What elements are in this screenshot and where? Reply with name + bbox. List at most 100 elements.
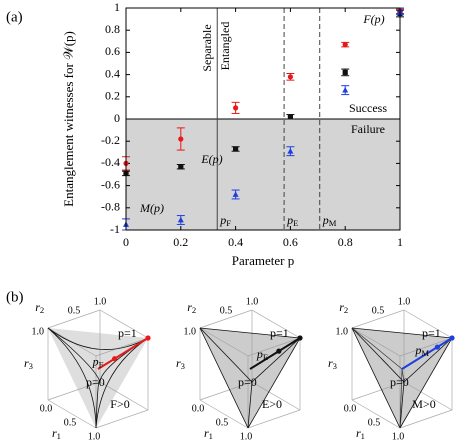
axis-tick-label: 0.0	[40, 403, 53, 414]
threshold-point-label: pE	[256, 347, 268, 362]
inner-edge	[399, 368, 403, 429]
y-tick-label: 0.8	[105, 22, 120, 36]
endpoint-dot	[145, 335, 151, 341]
axis-tick-label: 1.0	[392, 431, 405, 442]
tetrahedron-edge	[247, 381, 253, 429]
tetrahedron-edge	[351, 327, 401, 429]
tetrahedron-edge	[199, 327, 301, 339]
axis-tick-label: 0.5	[68, 305, 81, 316]
tetrahedron-edge	[47, 327, 149, 350]
cube-edge	[247, 409, 301, 429]
region-label: Separable	[200, 24, 214, 71]
x-axis-label: Parameter p	[232, 253, 294, 268]
tetrahedron-edge	[399, 337, 453, 429]
cube-edge	[47, 399, 97, 429]
failure-region	[126, 119, 400, 230]
cube-edge	[199, 327, 249, 357]
threshold-label: pE	[286, 213, 298, 228]
data-point	[233, 146, 239, 152]
tetrahedron-face	[48, 328, 148, 382]
axis-tick-label: 1.0	[184, 326, 197, 337]
data-point	[342, 69, 348, 75]
tetrahedron-face	[48, 328, 100, 428]
axis-label: r1	[356, 426, 365, 441]
tetrahedron-edge	[403, 337, 453, 383]
panel-label: (b)	[6, 289, 24, 305]
tetrahedron-edge	[199, 327, 249, 429]
condition-label: F>0	[110, 397, 129, 411]
endpoint-label: p=0	[86, 375, 105, 389]
x-tick-label: 0.2	[173, 235, 188, 249]
tetrahedron-edge	[399, 381, 405, 429]
axis-tick-label: 0.5	[220, 305, 233, 316]
axis-tick-label: 1.0	[336, 326, 349, 337]
endpoint-label: p=1	[118, 326, 137, 340]
y-tick-label: -0.8	[101, 200, 120, 214]
axis-tick-label: 0.5	[216, 417, 229, 428]
endpoint-label: p=0	[238, 375, 257, 389]
tetrahedron-face	[200, 328, 300, 382]
condition-label: E>0	[262, 397, 282, 411]
y-tick-label: 1	[114, 0, 120, 14]
cube-edge	[95, 409, 149, 429]
endpoint-dot	[297, 335, 303, 341]
tetrahedron-diagram: pM p=0 p=1 M>0 r3 1.0 0.0 0.5 0.5 1.0 1.0 r1 r2	[328, 296, 455, 442]
data-point	[232, 191, 239, 197]
data-point	[287, 147, 294, 154]
axis-label: r3	[328, 356, 337, 371]
y-tick-label: -0.2	[101, 133, 120, 147]
y-tick-label: -0.6	[101, 177, 120, 191]
threshold-label: pF	[219, 213, 231, 228]
data-point	[342, 86, 349, 93]
y-tick-label: 0.6	[105, 44, 120, 58]
y-axis-label: Entanglement witnesses for 𝒲(p)	[61, 31, 76, 207]
threshold-point-label: pF	[92, 354, 104, 369]
x-tick-label: 1	[397, 235, 403, 249]
data-point	[342, 42, 348, 48]
y-tick-label: -0.4	[101, 155, 120, 169]
data-point	[177, 216, 184, 223]
y-tick-label: -1	[110, 222, 120, 236]
cube-edge	[351, 399, 401, 429]
y-tick-label: 0	[114, 111, 120, 125]
axis-label: r2	[339, 300, 348, 315]
axis-label: r1	[204, 426, 213, 441]
threshold-point	[276, 348, 282, 354]
inner-edge	[351, 327, 403, 370]
tetrahedron-edge	[47, 327, 97, 429]
tetrahedron-face	[352, 328, 452, 382]
cube-edge	[95, 337, 149, 357]
axis-tick-label: 1.0	[246, 296, 259, 307]
cube-edge	[403, 309, 453, 339]
cube-edge	[99, 309, 149, 339]
cube-edge	[399, 337, 453, 357]
success-label: Success	[349, 101, 387, 115]
axis-label: r1	[52, 426, 61, 441]
threshold-point-label: pM	[414, 343, 429, 358]
region-label: Entangled	[218, 22, 232, 71]
cube-edge	[351, 381, 405, 401]
endpoint-dot	[449, 335, 455, 341]
parameter-path	[97, 337, 149, 370]
x-tick-label: 0.6	[283, 235, 298, 249]
tetrahedron-edge	[47, 327, 101, 383]
threshold-label: pM	[322, 213, 337, 228]
cube-edge	[47, 309, 101, 329]
axis-tick-label: 1.0	[94, 296, 107, 307]
axis-label: r2	[187, 300, 196, 315]
x-tick-label: 0.8	[338, 235, 353, 249]
y-tick-label: 0.4	[105, 66, 120, 80]
plot-frame	[125, 7, 401, 231]
cube-edge	[403, 381, 453, 411]
data-point	[287, 114, 293, 120]
x-tick-label: 0.4	[228, 235, 243, 249]
axis-tick-label: 1.0	[88, 431, 101, 442]
tetrahedron-edge	[351, 327, 405, 383]
cube-edge	[351, 309, 405, 329]
axis-label: r2	[35, 300, 44, 315]
tetrahedron-edge	[199, 327, 253, 383]
endpoint-label: p=0	[390, 375, 409, 389]
cube-edge	[251, 309, 301, 339]
data-point	[287, 74, 293, 80]
